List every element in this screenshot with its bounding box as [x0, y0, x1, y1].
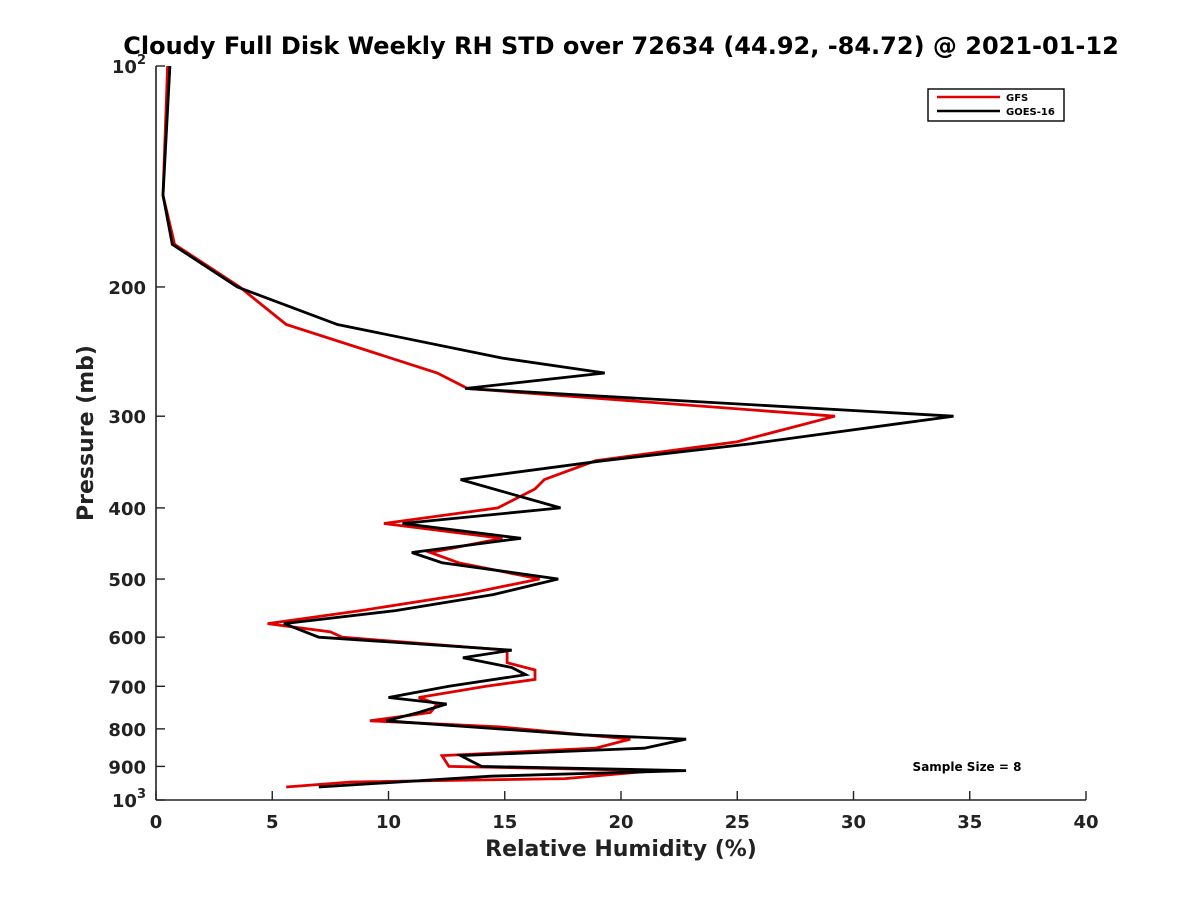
y-tick-label: 300 [108, 407, 146, 428]
x-tick-label: 10 [376, 812, 401, 833]
y-tick-label: 400 [108, 499, 146, 520]
legend-label: GOES-16 [1006, 107, 1055, 118]
y-tick-label: 700 [108, 677, 146, 698]
sample-size-annotation: Sample Size = 8 [913, 760, 1022, 774]
series-line-gfs [161, 65, 836, 789]
x-tick-label: 25 [725, 812, 750, 833]
x-axis-label: Relative Humidity (%) [485, 837, 757, 862]
x-tick-label: 35 [957, 812, 982, 833]
x-tick-label: 15 [492, 812, 517, 833]
series-layer [161, 65, 954, 789]
x-tick-label: 0 [150, 812, 163, 833]
y-tick-label: 200 [108, 278, 146, 299]
y-tick-label: 600 [108, 628, 146, 649]
x-axis: 0 5 10 15 20 25 30 35 40 [150, 791, 1099, 833]
series-line-goes-16 [161, 65, 954, 789]
plot-area [155, 66, 1086, 801]
x-tick-label: 40 [1073, 812, 1098, 833]
y-tick-label: 103 [112, 787, 146, 812]
x-tick-label: 20 [608, 812, 633, 833]
x-tick-label: 30 [841, 812, 866, 833]
legend-box [927, 88, 1065, 122]
y-tick-label: 800 [108, 720, 146, 741]
y-tick-label: 900 [108, 757, 146, 778]
x-tick-label: 5 [266, 812, 279, 833]
y-axis: 102 200 300 400 500 600 700 800 900 103 [108, 53, 165, 812]
y-tick-label: 102 [112, 53, 146, 78]
legend: GFS GOES-16 [927, 88, 1065, 122]
chart-title: Cloudy Full Disk Weekly RH STD over 7263… [123, 32, 1119, 60]
y-axis-label: Pressure (mb) [74, 345, 99, 521]
y-tick-label: 500 [108, 570, 146, 591]
legend-label: GFS [1006, 93, 1028, 104]
